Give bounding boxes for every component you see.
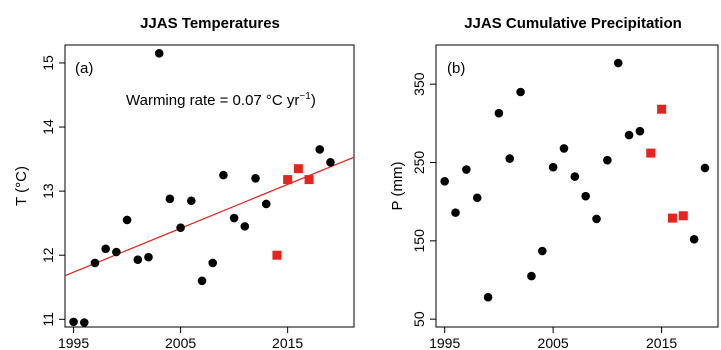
data-point-red-square: [272, 250, 282, 260]
panel-temperatures: JJAS Temperatures (a) T (°C) Warming rat…: [13, 15, 355, 350]
data-point-black-circle: [570, 172, 580, 181]
data-point-black-circle: [548, 162, 558, 172]
data-point-black-circle: [592, 214, 601, 224]
y-tick-label: 250: [411, 151, 427, 175]
data-points: [69, 49, 335, 327]
y-axis: 50 150 250 350: [411, 72, 436, 327]
panel-precipitation: JJAS Cumulative Precipitation (b) P (mm)…: [389, 15, 719, 350]
data-point-black-circle: [112, 247, 121, 257]
x-axis: 1995 2005 2015: [58, 327, 303, 350]
data-point-black-circle: [176, 223, 185, 232]
data-point-red-square: [678, 211, 688, 221]
panel-label: (b): [447, 60, 465, 77]
data-point-black-circle: [527, 271, 536, 281]
y-tick-label: 11: [40, 312, 56, 327]
data-point-black-circle: [79, 318, 89, 327]
data-point-black-circle: [133, 255, 143, 265]
data-point-black-circle: [144, 252, 153, 262]
chart-title: JJAS Cumulative Precipitation: [464, 15, 682, 32]
y-axis-label: T (°C): [13, 166, 30, 206]
data-point-black-circle: [197, 276, 207, 286]
x-tick-label: 1995: [429, 335, 460, 350]
data-point-black-circle: [559, 144, 569, 153]
data-point-black-circle: [90, 258, 100, 268]
chart-title: JJAS Temperatures: [140, 15, 280, 32]
data-point-black-circle: [494, 108, 504, 118]
data-point-black-circle: [251, 174, 260, 183]
data-point-red-square: [657, 104, 667, 114]
data-point-black-circle: [516, 87, 525, 97]
data-point-black-circle: [635, 126, 645, 136]
panel-label: (a): [75, 60, 93, 77]
x-tick-label: 2005: [538, 335, 569, 350]
y-axis: 11 12 13 14 15: [40, 55, 65, 327]
y-axis-label: P (mm): [389, 162, 406, 211]
data-point-red-square: [283, 175, 293, 185]
data-point-black-circle: [483, 292, 493, 302]
data-point-black-circle: [187, 196, 196, 206]
data-point-black-circle: [537, 246, 547, 256]
data-point-black-circle: [700, 163, 710, 173]
data-point-black-circle: [315, 145, 325, 154]
data-point-black-circle: [603, 155, 612, 165]
data-point-black-circle: [462, 165, 471, 174]
x-tick-label: 2015: [646, 335, 677, 350]
data-point-black-circle: [613, 58, 623, 68]
data-point-black-circle: [440, 177, 449, 186]
data-point-black-circle: [624, 130, 634, 140]
data-point-black-circle: [261, 199, 271, 209]
data-point-red-square: [304, 175, 314, 185]
data-point-black-circle: [451, 208, 460, 217]
x-axis: 1995 2005 2015: [429, 327, 677, 350]
data-points: [440, 58, 710, 302]
data-point-black-circle: [505, 154, 515, 163]
plot-frame: [435, 44, 719, 328]
data-point-black-circle: [154, 49, 164, 58]
data-point-black-circle: [219, 170, 228, 180]
trend-line: [64, 156, 355, 277]
x-tick-label: 2005: [165, 335, 196, 350]
data-point-red-square: [293, 164, 303, 174]
y-tick-label: 150: [411, 229, 427, 253]
data-point-black-circle: [581, 191, 590, 201]
y-tick-label: 15: [40, 55, 56, 71]
y-tick-label: 50: [411, 311, 427, 327]
data-point-black-circle: [101, 244, 110, 254]
plot-frame: [64, 44, 355, 328]
data-point-black-circle: [472, 193, 482, 203]
data-point-black-circle: [69, 317, 78, 327]
y-tick-label: 14: [40, 119, 56, 135]
y-tick-label: 350: [411, 72, 427, 96]
y-tick-label: 12: [40, 247, 56, 263]
trend-line-group: [64, 156, 355, 277]
warming-rate-annotation: Warming rate = 0.07 °C yr−1): [126, 91, 316, 109]
data-point-red-square: [667, 213, 677, 223]
data-point-black-circle: [229, 213, 239, 223]
x-tick-label: 2015: [272, 335, 303, 350]
data-point-red-square: [646, 148, 656, 158]
x-tick-label: 1995: [58, 335, 89, 350]
data-point-black-circle: [122, 215, 132, 225]
data-point-black-circle: [689, 234, 699, 244]
y-tick-label: 13: [40, 183, 56, 199]
data-point-black-circle: [326, 157, 335, 167]
data-point-black-circle: [240, 222, 250, 231]
data-point-black-circle: [208, 258, 218, 268]
data-point-black-circle: [165, 194, 175, 204]
